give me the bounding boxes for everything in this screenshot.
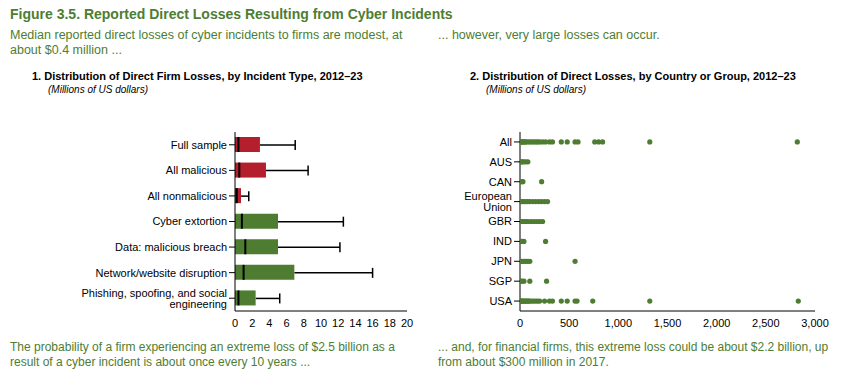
svg-text:Full sample: Full sample: [171, 139, 227, 151]
svg-text:EuropeanUnion: EuropeanUnion: [464, 190, 512, 213]
svg-text:GBR: GBR: [488, 215, 512, 227]
svg-text:16: 16: [366, 317, 378, 329]
svg-text:14: 14: [349, 317, 361, 329]
svg-text:1,500: 1,500: [654, 317, 682, 329]
svg-text:2,000: 2,000: [703, 317, 731, 329]
svg-text:20: 20: [401, 317, 413, 329]
svg-text:Phishing, spoofing, and social: Phishing, spoofing, and socialengineerin…: [81, 287, 227, 310]
svg-text:12: 12: [332, 317, 344, 329]
html-text:Figure 3.5. Reported Direct Lo: Figure 3.5. Reported Direct Losses Resul…: [10, 6, 453, 22]
svg-text:1,000: 1,000: [605, 317, 633, 329]
html-text:2. Distribution of Direct Loss: 2. Distribution of Direct Losses, by Cou…: [470, 70, 796, 82]
svg-text:AUS: AUS: [489, 156, 512, 168]
svg-text:10: 10: [315, 317, 327, 329]
svg-text:SGP: SGP: [489, 275, 512, 287]
svg-text:All: All: [500, 136, 512, 148]
svg-text:8: 8: [301, 317, 307, 329]
html-text:... and, for financial firms,: ... and, for financial firms, this extre…: [438, 340, 829, 369]
svg-text:4: 4: [266, 317, 272, 329]
html-text:1. Distribution of Direct Firm: 1. Distribution of Direct Firm Losses, b…: [32, 70, 363, 82]
svg-text:All nonmalicious: All nonmalicious: [148, 190, 228, 202]
svg-text:IND: IND: [493, 235, 512, 247]
html-text:... however, very large losses: ... however, very large losses can occur…: [438, 28, 660, 42]
svg-text:18: 18: [384, 317, 396, 329]
svg-text:6: 6: [284, 317, 290, 329]
svg-text:3,000: 3,000: [801, 317, 829, 329]
html-text:The probability of a firm expe: The probability of a firm experiencing a…: [10, 340, 395, 369]
svg-text:Cyber extortion: Cyber extortion: [152, 215, 227, 227]
html-text:(Millions of US dollars): (Millions of US dollars): [48, 84, 148, 95]
svg-text:2,500: 2,500: [752, 317, 780, 329]
svg-text:USA: USA: [489, 295, 512, 307]
svg-text:2: 2: [249, 317, 255, 329]
svg-text:CAN: CAN: [489, 176, 512, 188]
svg-text:0: 0: [517, 317, 523, 329]
svg-text:JPN: JPN: [491, 255, 512, 267]
svg-text:All malicious: All malicious: [166, 164, 228, 176]
svg-text:Data: malicious breach: Data: malicious breach: [115, 241, 227, 253]
html-text:(Millions of US dollars): (Millions of US dollars): [486, 84, 586, 95]
svg-text:Network/website disruption: Network/website disruption: [96, 267, 227, 279]
svg-text:0: 0: [232, 317, 238, 329]
svg-text:500: 500: [560, 317, 578, 329]
html-text:Median reported direct losses: Median reported direct losses of cyber i…: [10, 28, 403, 57]
